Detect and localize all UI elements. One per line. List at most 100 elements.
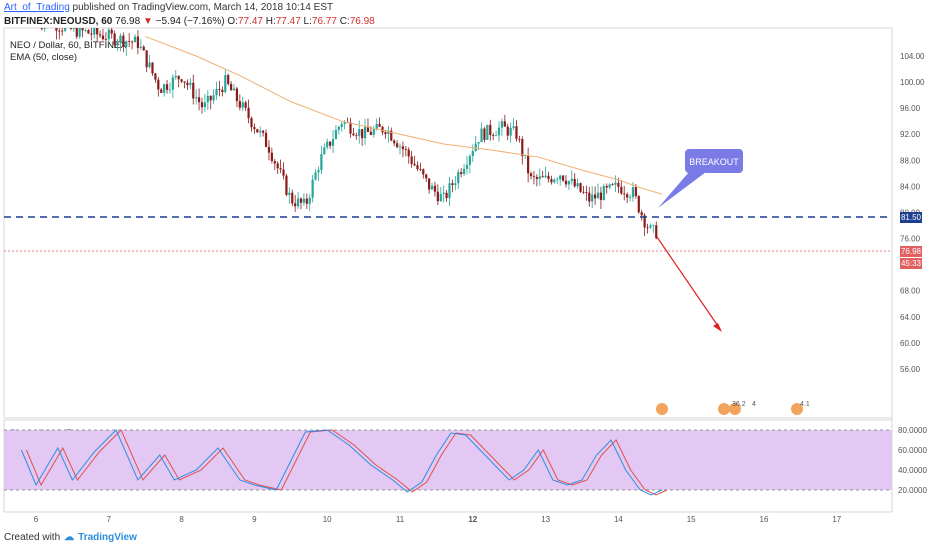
candle-body — [390, 130, 393, 141]
candle-body — [497, 127, 501, 136]
candle-body — [454, 183, 457, 186]
candle-body — [130, 41, 134, 43]
tradingview-brand[interactable]: TradingView — [78, 532, 137, 543]
candle-body — [512, 126, 515, 128]
candle-body — [209, 95, 212, 101]
time-tick-label: 12 — [468, 515, 477, 524]
breakout-callout[interactable] — [685, 149, 743, 173]
candle-body — [145, 50, 148, 68]
candle-body — [232, 88, 236, 91]
candle-body — [628, 197, 632, 198]
candle-body — [503, 121, 506, 127]
candle-body — [256, 129, 259, 133]
candle-body — [433, 185, 437, 192]
candle-body — [247, 107, 250, 119]
candle-body — [393, 140, 396, 144]
stoch-tick-label: 40.0000 — [898, 466, 927, 475]
candle-body — [378, 123, 381, 127]
candle-body — [294, 203, 297, 207]
candle-body — [244, 102, 247, 108]
candle-body — [561, 175, 565, 181]
candle-body — [200, 102, 204, 108]
candle-body — [372, 129, 375, 135]
candle-body — [84, 30, 87, 31]
candle-body — [317, 170, 320, 173]
candle-body — [596, 192, 600, 199]
candle-body — [398, 146, 402, 148]
candle-body — [87, 30, 90, 34]
candle-body — [567, 181, 570, 185]
candle-body — [500, 121, 504, 128]
tradingview-logo-icon[interactable]: ☁ — [64, 532, 75, 543]
candle-body — [559, 175, 562, 180]
publish-header: Art_of_Trading published on TradingView.… — [4, 2, 333, 13]
candle-body — [509, 127, 512, 136]
candle-body — [538, 176, 541, 179]
candle-body — [343, 121, 346, 124]
candle-body — [419, 169, 422, 170]
candle-body — [270, 152, 273, 161]
candle-body — [323, 147, 326, 155]
candle-body — [189, 82, 192, 86]
candle-body — [262, 130, 265, 133]
time-tick-label: 10 — [323, 515, 332, 524]
candle-body — [264, 132, 268, 147]
main-pane — [3, 27, 893, 419]
stoch-tick-label: 80.0000 — [898, 426, 927, 435]
candle-body — [331, 139, 335, 146]
candle-body — [521, 139, 524, 157]
candle-body — [168, 89, 172, 91]
candle-body — [366, 126, 370, 132]
candle-body — [471, 151, 474, 157]
candle-body — [288, 192, 291, 195]
candle-body — [241, 102, 244, 108]
candle-body — [90, 33, 93, 35]
change-arrow-icon: ▼ — [142, 16, 153, 27]
candle-body — [535, 176, 538, 179]
candle-body — [361, 129, 364, 139]
candle-body — [585, 192, 588, 194]
candle-body — [608, 184, 611, 188]
stoch-d-line — [25, 429, 668, 496]
candle-body — [547, 175, 550, 180]
ema-line — [145, 35, 663, 195]
countdown-tag: 45:33 — [900, 258, 922, 269]
candle-body — [410, 156, 413, 164]
candle-body — [483, 128, 486, 140]
event-flag-icon[interactable] — [729, 403, 741, 415]
candle-body — [599, 192, 603, 201]
event-label: 36.2 — [732, 401, 746, 408]
projection-arrow[interactable] — [656, 236, 721, 330]
candle-body — [652, 225, 655, 227]
time-tick-label: 16 — [760, 515, 769, 524]
candle-body — [107, 29, 110, 40]
candle-body — [486, 124, 489, 140]
low-value: 76.77 — [311, 16, 337, 27]
callout-pointer — [658, 172, 706, 208]
candle-body — [369, 131, 372, 135]
open-label: O: — [227, 16, 238, 27]
candle-body — [296, 198, 300, 207]
change-value: −5.94 (−7.16%) — [155, 16, 225, 27]
event-flag-icon[interactable] — [656, 403, 668, 415]
candle-body — [395, 143, 399, 148]
candle-body — [72, 28, 75, 29]
candle-body — [605, 185, 608, 188]
open-value: 77.47 — [237, 16, 263, 27]
candle-body — [125, 41, 128, 47]
price-tick-label: 64.00 — [900, 313, 921, 322]
footer: Created with ☁ TradingView — [4, 532, 137, 543]
event-flag-icon[interactable] — [791, 403, 803, 415]
candle-body — [451, 183, 454, 186]
candle-body — [148, 62, 151, 68]
candle-body — [282, 169, 285, 176]
candle-body — [494, 135, 498, 137]
event-flag-icon[interactable] — [718, 403, 730, 415]
candle-body — [276, 163, 279, 169]
price-tick-label: 88.00 — [900, 156, 921, 165]
author-link[interactable]: Art_of_Trading — [4, 2, 70, 13]
candle-body — [334, 129, 338, 140]
candle-body — [474, 143, 477, 152]
candle-body — [620, 186, 623, 194]
